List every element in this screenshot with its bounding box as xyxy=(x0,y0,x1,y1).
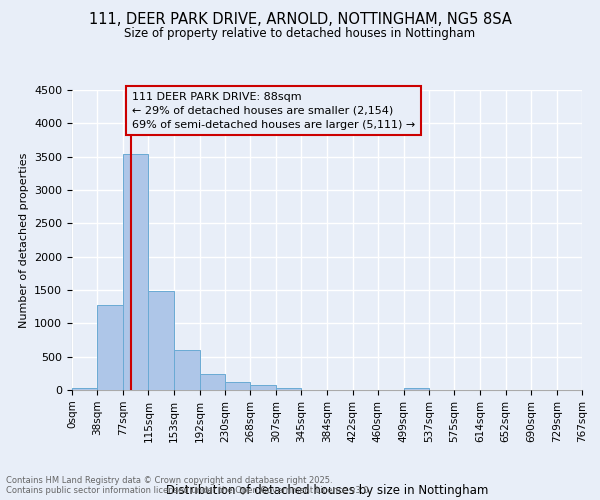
Bar xyxy=(97,304,123,390)
Bar xyxy=(148,290,174,390)
X-axis label: Distribution of detached houses by size in Nottingham: Distribution of detached houses by size … xyxy=(166,484,488,496)
Text: Size of property relative to detached houses in Nottingham: Size of property relative to detached ho… xyxy=(124,28,476,40)
Bar xyxy=(72,388,97,390)
Text: Contains HM Land Registry data © Crown copyright and database right 2025.
Contai: Contains HM Land Registry data © Crown c… xyxy=(6,476,371,495)
Bar xyxy=(404,388,429,390)
Bar xyxy=(200,374,225,390)
Text: 111, DEER PARK DRIVE, ARNOLD, NOTTINGHAM, NG5 8SA: 111, DEER PARK DRIVE, ARNOLD, NOTTINGHAM… xyxy=(89,12,511,28)
Y-axis label: Number of detached properties: Number of detached properties xyxy=(19,152,29,328)
Text: 111 DEER PARK DRIVE: 88sqm
← 29% of detached houses are smaller (2,154)
69% of s: 111 DEER PARK DRIVE: 88sqm ← 29% of deta… xyxy=(132,92,415,130)
Bar xyxy=(123,154,148,390)
Bar xyxy=(276,388,301,390)
Bar xyxy=(225,382,250,390)
Bar xyxy=(250,385,276,390)
Bar xyxy=(174,350,200,390)
